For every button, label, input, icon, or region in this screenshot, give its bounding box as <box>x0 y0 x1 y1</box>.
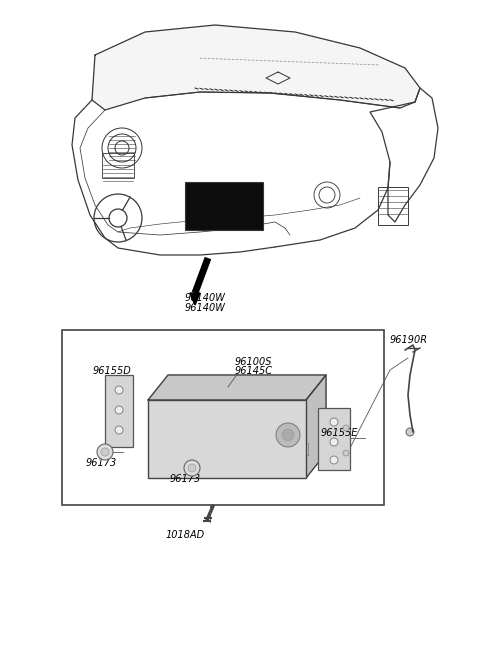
Bar <box>105 375 133 447</box>
Circle shape <box>115 386 123 394</box>
Circle shape <box>343 450 349 456</box>
Text: 96155E: 96155E <box>321 428 359 438</box>
Circle shape <box>97 444 113 460</box>
Bar <box>181 412 192 422</box>
Bar <box>102 153 134 178</box>
Bar <box>223 412 234 422</box>
Circle shape <box>406 428 414 436</box>
Bar <box>234 207 241 214</box>
Circle shape <box>184 460 200 476</box>
Circle shape <box>330 456 338 464</box>
Text: 1018AD: 1018AD <box>166 530 204 540</box>
Text: 96100S: 96100S <box>235 357 273 367</box>
Bar <box>378 187 408 225</box>
Polygon shape <box>148 375 326 400</box>
Bar <box>153 404 223 412</box>
Bar <box>216 207 223 214</box>
Bar <box>153 412 164 422</box>
Bar <box>148 400 306 478</box>
Text: 96173: 96173 <box>170 474 201 484</box>
Bar <box>207 207 214 214</box>
Bar <box>298 443 308 455</box>
Bar <box>198 207 205 214</box>
Bar <box>189 207 196 214</box>
Text: 96140W: 96140W <box>185 293 226 303</box>
Circle shape <box>330 438 338 446</box>
Text: 96140W: 96140W <box>185 303 226 313</box>
Text: 96155D: 96155D <box>93 366 132 376</box>
Circle shape <box>330 418 338 426</box>
Bar <box>318 408 350 470</box>
Polygon shape <box>306 375 326 478</box>
Text: 96145C: 96145C <box>235 366 273 376</box>
Polygon shape <box>190 293 200 305</box>
Bar <box>185 182 263 230</box>
Text: 96173: 96173 <box>86 458 117 468</box>
Bar <box>187 188 261 194</box>
Bar <box>110 378 128 383</box>
Circle shape <box>282 429 294 441</box>
Bar <box>153 424 253 438</box>
Bar <box>225 207 232 214</box>
Text: 96190R: 96190R <box>390 335 428 345</box>
Bar <box>243 207 250 214</box>
Polygon shape <box>92 25 420 110</box>
Circle shape <box>115 406 123 414</box>
Circle shape <box>115 426 123 434</box>
Bar <box>252 207 259 214</box>
Circle shape <box>276 423 300 447</box>
Bar <box>167 412 178 422</box>
Circle shape <box>101 448 109 456</box>
Circle shape <box>343 425 349 431</box>
Bar <box>209 412 220 422</box>
Bar <box>110 438 128 443</box>
Bar <box>195 412 206 422</box>
Bar <box>62 330 384 505</box>
Circle shape <box>188 464 196 472</box>
